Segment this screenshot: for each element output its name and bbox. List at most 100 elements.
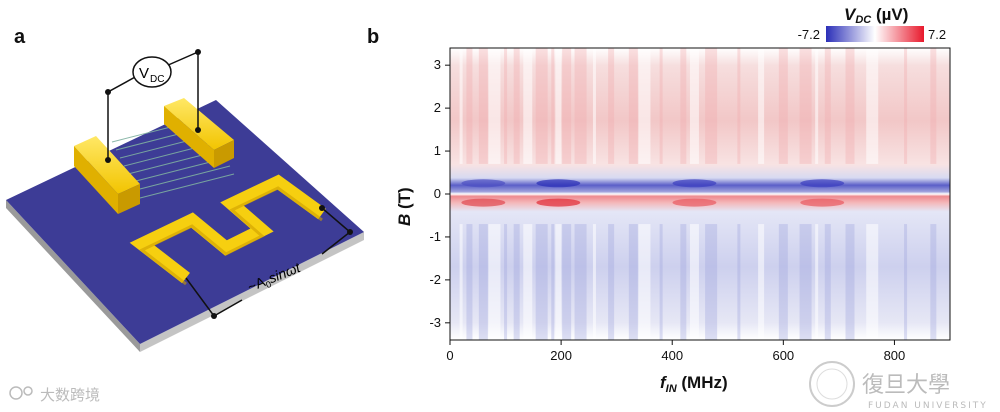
x-axis-title: fIN (MHz) — [660, 373, 728, 395]
heatmap-streak-lower — [592, 224, 596, 340]
colorbar-max-label: 7.2 — [928, 27, 946, 42]
heatmap-streak-lower — [523, 224, 533, 340]
heatmap-streak-upper — [799, 48, 812, 164]
heatmap-streak-upper — [689, 48, 699, 164]
heatmap-streak-lower — [562, 224, 572, 340]
source-node-right — [347, 229, 353, 235]
heatmap-streak-lower — [608, 224, 615, 340]
x-tick-label: 400 — [661, 348, 683, 363]
left-electrode-front — [74, 146, 118, 214]
heatmap-streak-upper — [466, 48, 473, 164]
heatmap-streak-upper — [478, 48, 488, 164]
heatmap-streaks — [459, 48, 937, 340]
heatmap-streak-lower — [815, 224, 819, 340]
heatmap-streak-upper — [551, 48, 555, 164]
y-tick-label: -1 — [429, 229, 441, 244]
heatmap-streak-lower — [930, 224, 937, 340]
heatmap-streak-upper — [628, 48, 638, 164]
heatmap-streak-upper — [866, 48, 879, 164]
heatmap-hotspot-negative — [800, 179, 845, 188]
heatmap-streak-upper — [930, 48, 937, 164]
heatmap-streak-lower — [555, 224, 562, 340]
heatmap-streak-lower — [737, 224, 741, 340]
y-tick-label: 3 — [434, 57, 441, 72]
voltmeter-sub: DC — [150, 74, 164, 85]
heatmap-hotspot-positive — [800, 198, 845, 207]
heatmap-streak-lower — [866, 224, 879, 340]
colorbar — [826, 26, 924, 42]
heatmap-streak-upper — [535, 48, 548, 164]
voltmeter-icon — [132, 56, 172, 88]
y-tick-label: 2 — [434, 100, 441, 115]
heatmap-streak-upper — [523, 48, 533, 164]
wire-node-right — [195, 49, 201, 55]
serpentine-antenna — [129, 174, 326, 286]
watermark-right-sub: FUDAN UNIVERSITY — [868, 401, 988, 411]
heatmap-streak-upper — [562, 48, 572, 164]
heatmap-streak-upper — [513, 48, 520, 164]
left-electrode-side — [118, 184, 140, 214]
heatmap-streak-upper — [758, 48, 765, 164]
antenna-contact — [319, 205, 325, 211]
x-tick-label: 0 — [446, 348, 453, 363]
heatmap-streak-upper — [608, 48, 615, 164]
heatmap-streak-lower — [535, 224, 548, 340]
right-electrode-top — [164, 98, 234, 150]
y-tick-label: -2 — [429, 272, 441, 287]
heatmap-streak-lower — [504, 224, 508, 340]
colorbar-title: VDC (µV) — [844, 5, 908, 26]
left-electrode-top — [74, 136, 140, 194]
x-tick-label: 200 — [550, 348, 572, 363]
heatmap-streak-upper — [592, 48, 596, 164]
heatmap-streak-lower — [574, 224, 587, 340]
heatmap-streak-lower — [551, 224, 555, 340]
panel-label-a: a — [14, 26, 26, 48]
right-electrode-front — [164, 106, 214, 168]
y-tick-label: 0 — [434, 186, 441, 201]
wire-node-left — [105, 89, 111, 95]
y-tick-label: 1 — [434, 143, 441, 158]
heatmap-streak-lower — [904, 224, 908, 340]
heatmap-streak-lower — [845, 224, 855, 340]
heatmap-streak-upper — [574, 48, 587, 164]
contact-dot-right — [195, 127, 201, 133]
watermark-right: 復旦大學 FUDAN UNIVERSITY — [809, 361, 988, 411]
heatmap-streak-lower — [628, 224, 638, 340]
heatmap-streak-upper — [555, 48, 562, 164]
heatmap-streak-lower — [778, 224, 788, 340]
heatmap-streak-lower — [680, 224, 687, 340]
heatmap-streak-upper — [680, 48, 687, 164]
heatmap-streak-lower — [689, 224, 699, 340]
university-seal-icon — [809, 361, 855, 407]
x-tick-label: 800 — [884, 348, 906, 363]
source-node-left — [211, 313, 217, 319]
voltmeter-label: V — [139, 65, 149, 82]
heatmap-streak-upper — [638, 48, 651, 164]
heatmap-streak-upper — [737, 48, 741, 164]
heatmap-streak-upper — [904, 48, 908, 164]
heatmap-streak-upper — [504, 48, 508, 164]
heatmap-hotspot-positive — [672, 198, 717, 207]
heatmap-streak-upper — [845, 48, 855, 164]
heatmap-streak-lower — [705, 224, 718, 340]
panel-label-b: b — [367, 26, 380, 48]
watermark-logo-icon — [9, 386, 23, 400]
right-electrode-side — [214, 140, 234, 168]
watermark-left: 大数跨境 — [9, 386, 100, 404]
watermark-right-text: 復旦大學 — [862, 373, 950, 398]
heatmap-streak-upper — [815, 48, 819, 164]
heatmap-streak-upper — [659, 48, 663, 164]
heatmap-streak-lower — [659, 224, 663, 340]
y-tick-label: -3 — [429, 315, 441, 330]
heatmap-streak-lower — [638, 224, 651, 340]
heatmap-hotspot-negative — [461, 179, 506, 188]
heatmap-streak-lower — [513, 224, 520, 340]
heatmap-streak-upper — [824, 48, 831, 164]
heatmap-streak-lower — [466, 224, 473, 340]
heatmap-streak-lower — [478, 224, 488, 340]
x-axis: 0 200 400 600 800 — [446, 340, 905, 363]
colorbar-min-label: -7.2 — [798, 27, 820, 42]
watermark-left-text: 大数跨境 — [40, 386, 100, 404]
y-axis-title: B (T) — [395, 187, 414, 226]
